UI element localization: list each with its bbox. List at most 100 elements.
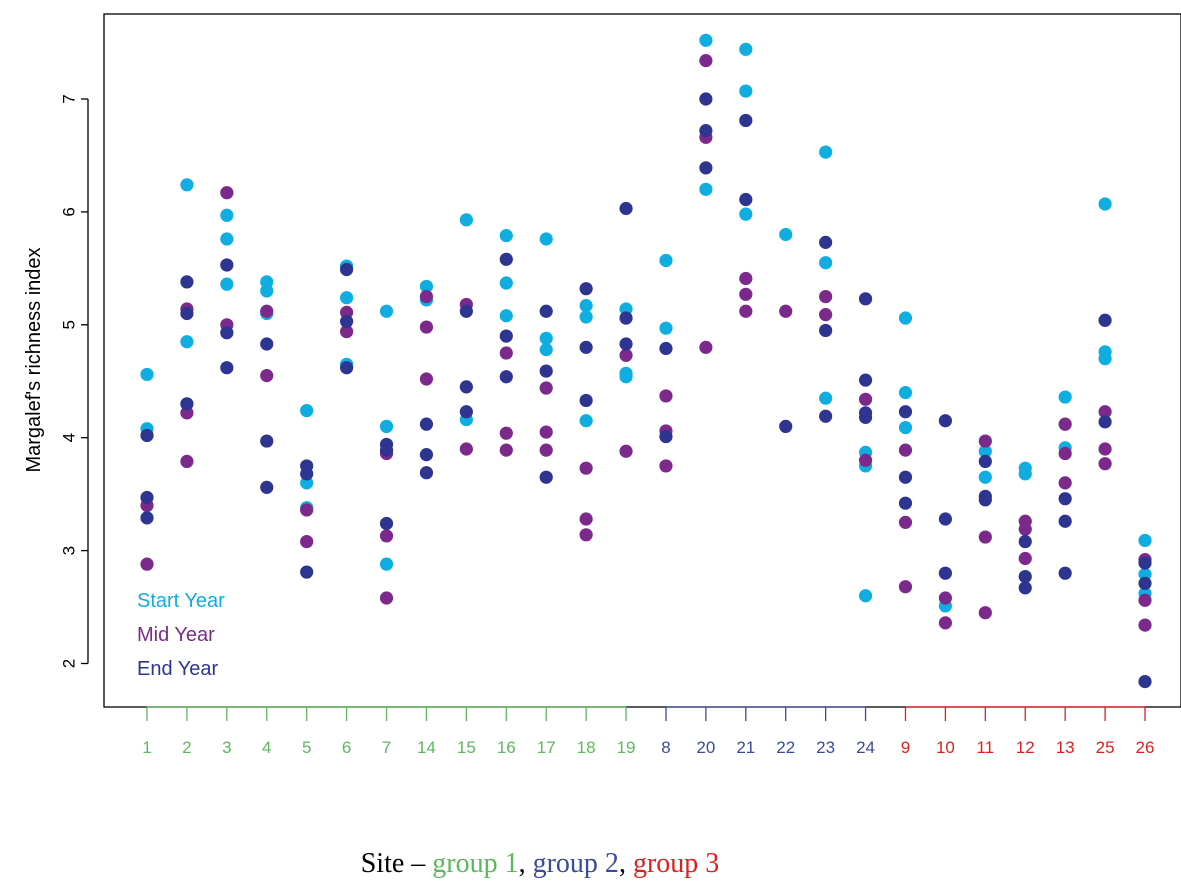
data-point <box>220 208 234 222</box>
data-point <box>819 256 833 270</box>
data-point <box>898 311 913 325</box>
data-point <box>819 323 833 338</box>
x-tick-label: 3 <box>222 738 231 757</box>
data-point <box>1138 618 1152 632</box>
data-point <box>699 161 713 175</box>
x-tick-label: 9 <box>901 738 910 757</box>
data-point <box>858 292 873 306</box>
data-point <box>300 534 314 549</box>
data-point <box>140 557 154 571</box>
x-axis-label: Site – group 1, group 2, group 3 <box>361 848 720 879</box>
data-point <box>180 454 194 469</box>
data-point <box>699 182 713 196</box>
data-point <box>819 145 833 159</box>
data-point <box>300 565 314 579</box>
plot-frame <box>103 13 1181 708</box>
data-point <box>379 304 394 318</box>
data-point <box>260 304 274 318</box>
x-tick-label: 11 <box>976 738 994 757</box>
data-point <box>1138 674 1152 689</box>
data-point <box>1098 457 1112 471</box>
x-tick-label: 5 <box>302 738 311 757</box>
data-point <box>260 284 274 298</box>
data-point <box>779 419 793 434</box>
data-point <box>499 443 513 457</box>
x-tick-label: 23 <box>816 738 835 757</box>
data-point <box>180 178 194 192</box>
data-point <box>619 201 633 216</box>
data-point <box>419 372 434 386</box>
data-point <box>539 232 553 246</box>
data-point <box>419 466 434 480</box>
data-point <box>579 310 593 324</box>
data-point <box>459 405 473 419</box>
data-point <box>739 42 753 56</box>
data-point <box>1018 551 1032 566</box>
y-tick-label: 2 <box>60 659 79 668</box>
data-point <box>340 314 354 329</box>
data-point <box>419 320 434 334</box>
data-point <box>1138 593 1152 607</box>
data-point <box>978 493 992 507</box>
data-point <box>858 410 873 424</box>
data-point <box>379 591 394 605</box>
data-point <box>1098 405 1112 419</box>
data-point <box>1018 534 1032 549</box>
data-point <box>659 389 673 403</box>
x-axis-label-group: group 2 <box>533 848 619 879</box>
data-point <box>419 279 434 294</box>
data-point <box>499 276 513 290</box>
data-point <box>379 557 394 571</box>
data-point <box>340 324 354 339</box>
data-point <box>1018 522 1032 536</box>
data-point <box>1058 514 1072 528</box>
data-point <box>1058 446 1072 461</box>
data-point <box>300 476 314 490</box>
data-point <box>539 470 553 484</box>
data-point <box>499 229 513 243</box>
data-point <box>1138 533 1152 548</box>
data-point <box>659 341 673 356</box>
data-point <box>140 428 154 443</box>
data-point <box>739 271 753 286</box>
data-point <box>978 606 992 620</box>
data-point <box>140 511 154 525</box>
data-point <box>1058 492 1072 506</box>
data-point <box>1058 476 1072 490</box>
data-point <box>739 113 753 128</box>
data-point <box>220 232 234 246</box>
data-point <box>340 291 354 305</box>
x-tick-label: 13 <box>1056 738 1075 757</box>
data-point <box>739 287 753 301</box>
data-point <box>419 448 434 462</box>
x-tick-label: 15 <box>457 738 476 757</box>
data-point <box>1138 556 1152 570</box>
data-point <box>699 92 713 106</box>
data-point <box>819 308 833 322</box>
data-point <box>300 467 314 481</box>
data-point <box>898 405 913 419</box>
data-points <box>140 33 1152 689</box>
x-axis-label-group: group 3 <box>633 848 719 879</box>
data-point <box>539 364 553 378</box>
data-point <box>978 470 992 484</box>
data-point <box>779 227 793 242</box>
data-point <box>978 454 992 469</box>
data-point <box>220 186 234 200</box>
x-tick-label: 1 <box>142 738 151 757</box>
data-point <box>180 275 194 289</box>
data-point <box>1138 576 1152 590</box>
data-point <box>1058 417 1072 431</box>
data-point <box>180 406 194 420</box>
x-tick-label: 7 <box>382 738 391 757</box>
y-axis-label: Margalef's richness index <box>23 247 45 472</box>
data-point <box>978 434 992 448</box>
data-point <box>220 361 234 375</box>
x-tick-label: 26 <box>1136 738 1155 757</box>
x-tick-label: 18 <box>577 738 596 757</box>
data-point <box>1018 569 1032 584</box>
data-point <box>419 289 434 304</box>
data-point <box>539 381 553 395</box>
data-point <box>978 444 992 458</box>
data-point <box>499 346 513 360</box>
